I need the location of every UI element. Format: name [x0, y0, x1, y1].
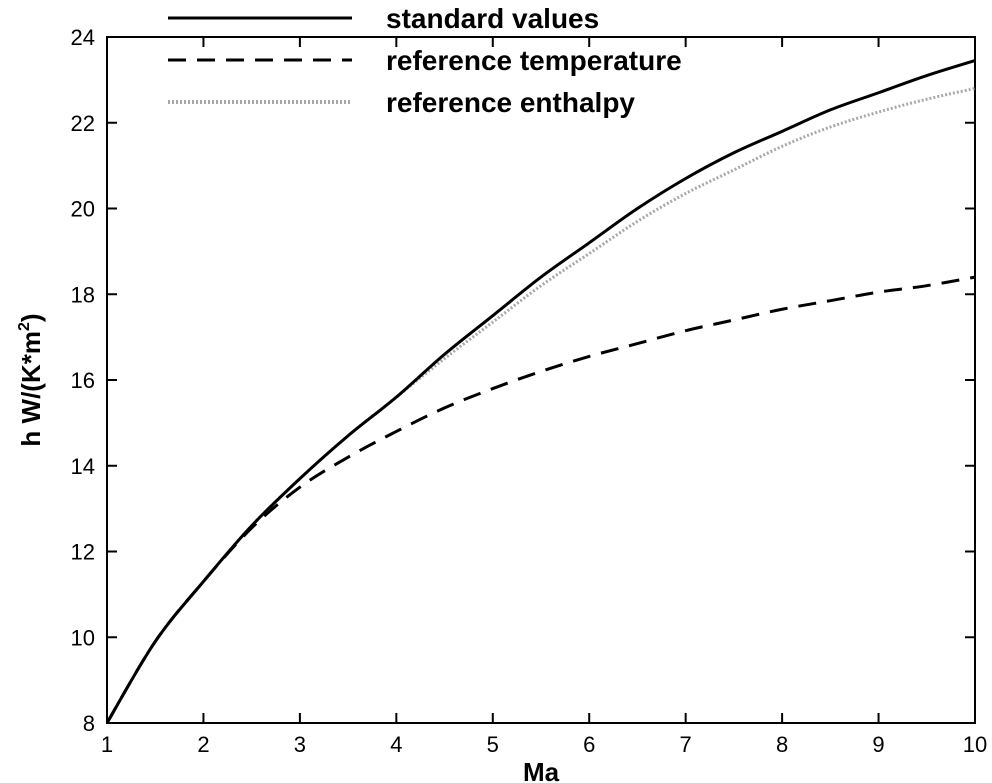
x-tick-label: 9 — [872, 732, 884, 757]
legend-label-reference-temperature: reference temperature — [386, 45, 682, 76]
series-line-standard-values — [105, 59, 976, 724]
y-axis-title-main: h W/(K*m — [16, 331, 46, 447]
y-tick-label: 20 — [71, 197, 95, 222]
x-tick-label: 2 — [197, 732, 209, 757]
y-tick-label: 18 — [71, 282, 95, 307]
x-tick-label: 5 — [487, 732, 499, 757]
x-tick-label: 3 — [294, 732, 306, 757]
y-axis-title: h W/(K*m2) — [16, 313, 46, 446]
series-line-reference-enthalpy — [105, 86, 976, 724]
x-tick-label: 1 — [101, 732, 113, 757]
x-tick-label: 4 — [390, 732, 402, 757]
x-tick-label: 7 — [680, 732, 692, 757]
y-tick-label: 24 — [71, 25, 95, 50]
y-axis: 8 10 12 14 16 18 20 22 24 — [71, 25, 975, 736]
x-axis-title: Ma — [523, 757, 560, 783]
y-tick-label: 22 — [71, 111, 95, 136]
plot-frame — [106, 36, 976, 724]
y-axis-title-close: ) — [16, 313, 46, 322]
legend-label-standard-values: standard values — [386, 3, 599, 34]
y-axis-title-exponent: 2 — [16, 322, 33, 331]
series-group — [105, 59, 976, 724]
legend-label-reference-enthalpy: reference enthalpy — [386, 87, 635, 118]
x-tick-label: 10 — [963, 732, 987, 757]
legend: standard values reference temperature refe… — [168, 3, 682, 118]
x-axis: 1 2 3 4 5 6 7 8 9 10 — [101, 37, 987, 757]
y-tick-label: 14 — [71, 454, 95, 479]
y-tick-label: 16 — [71, 368, 95, 393]
y-tick-label: 8 — [83, 711, 95, 736]
x-tick-label: 6 — [583, 732, 595, 757]
x-tick-label: 8 — [776, 732, 788, 757]
y-tick-label: 12 — [71, 540, 95, 565]
series-line-reference-temperature — [105, 275, 976, 724]
y-tick-label: 10 — [71, 625, 95, 650]
